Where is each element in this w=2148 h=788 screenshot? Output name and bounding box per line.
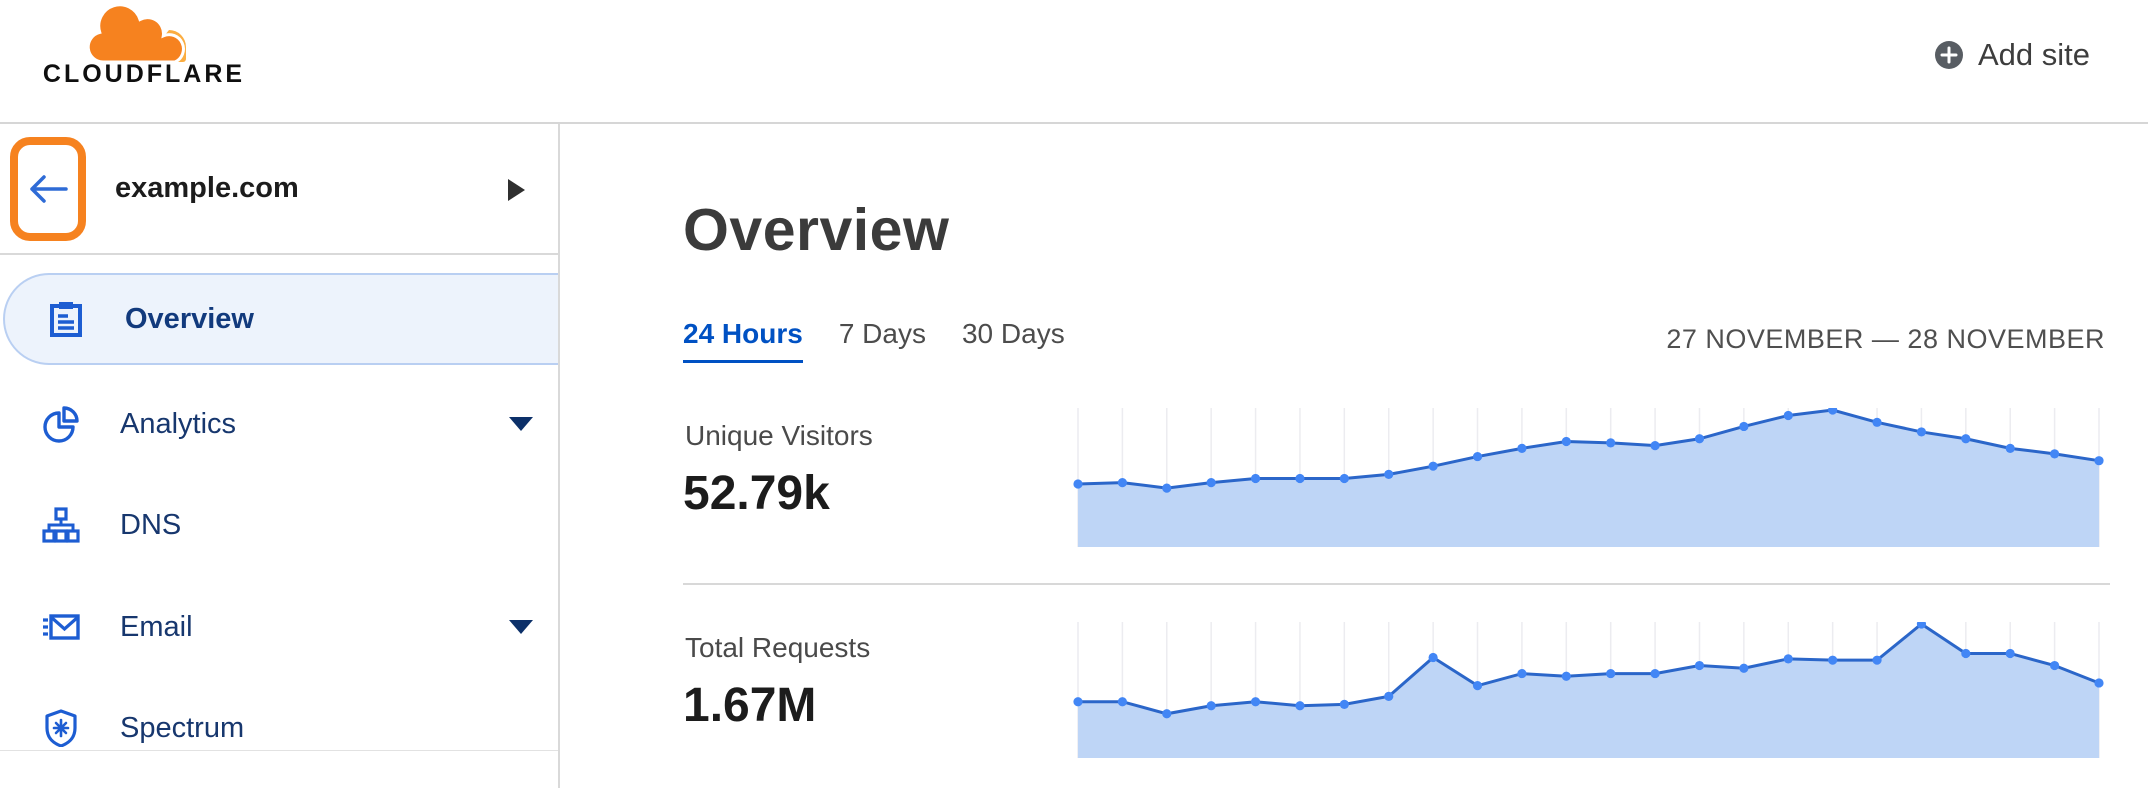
site-name[interactable]: example.com [115,172,299,204]
sidebar-item-label: Email [120,610,193,643]
sidebar-item-label: Overview [125,302,254,335]
sidebar-item-dns[interactable]: DNS [0,479,558,571]
sidebar: example.com Overview Analytics [0,124,560,788]
pie-chart-icon [43,406,79,443]
tab-7-days[interactable]: 7 Days [838,318,926,349]
site-expand-icon[interactable] [508,179,525,201]
total-requests-sparkline [1072,619,2105,763]
shield-icon [45,709,77,747]
page-title: Overview [683,197,950,263]
time-range-tabs: 24 Hours 7 Days 30 Days [683,318,1065,363]
cloudflare-cloud-icon [86,6,186,62]
sidebar-section-divider [0,750,558,751]
clipboard-icon [50,302,82,337]
sidebar-item-analytics[interactable]: Analytics [0,378,558,470]
back-arrow-icon[interactable] [26,172,70,206]
chevron-down-icon[interactable] [509,620,533,634]
sidebar-item-label: Spectrum [120,711,245,744]
sidebar-item-overview[interactable]: Overview [3,273,558,365]
top-header: CLOUDFLARE Add site [0,0,2148,124]
chevron-down-icon[interactable] [509,417,533,431]
unique-visitors-label: Unique Visitors [685,420,873,451]
unique-visitors-sparkline [1072,405,2105,552]
email-icon [43,614,80,640]
date-range-label: 27 NOVEMBER — 28 NOVEMBER [1666,324,2105,354]
plus-circle-icon [1934,41,1963,69]
add-site-label: Add site [1977,37,2090,72]
sidebar-item-email[interactable]: Email [0,581,558,673]
annotation-highlight [10,137,86,241]
tab-24-hours[interactable]: 24 Hours [683,318,803,363]
cloudflare-wordmark: CLOUDFLARE [42,60,246,88]
total-requests-label: Total Requests [685,632,871,663]
total-requests-value: 1.67M [683,679,817,732]
dns-tree-icon [42,507,80,543]
tab-30-days[interactable]: 30 Days [961,318,1065,349]
cloudflare-logo: CLOUDFLARE [24,6,264,89]
add-site-button[interactable]: Add site [1934,33,2090,77]
sidebar-item-label: Analytics [120,407,237,440]
site-selector-row: example.com [0,124,558,255]
metrics-divider [683,583,2110,585]
unique-visitors-value: 52.79k [683,467,830,520]
sidebar-item-spectrum[interactable]: Spectrum [0,682,558,774]
sidebar-item-label: DNS [120,508,182,541]
